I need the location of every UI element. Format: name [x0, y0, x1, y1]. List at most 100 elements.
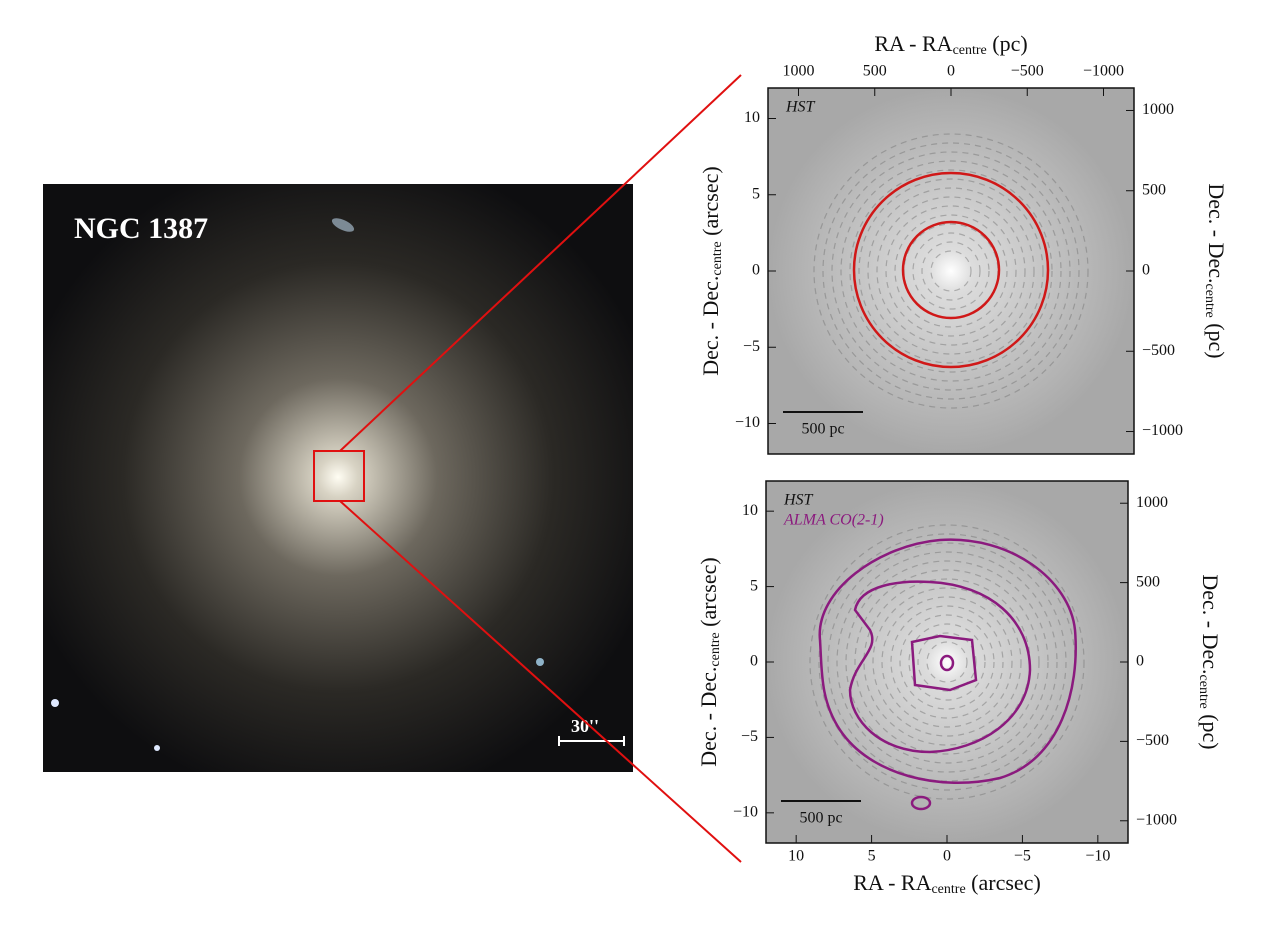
- scale-bar-label: 500 pc: [799, 810, 842, 827]
- tick-label: 5: [750, 577, 758, 594]
- texture: [854, 569, 1040, 755]
- texture: [845, 560, 1049, 764]
- co-contour: [939, 654, 955, 672]
- tick-label: −10: [1085, 848, 1110, 865]
- tick-label: −10: [733, 804, 758, 821]
- axis-label: Dec. - Dec.centre (arcsec): [698, 166, 725, 375]
- scale-bar-label: 30'': [571, 716, 599, 736]
- tick-label: 0: [752, 262, 760, 279]
- tick-label: 500: [1142, 181, 1166, 198]
- panel-image: [768, 88, 1134, 454]
- axis-label: Dec. - Dec.centre (pc): [1202, 183, 1229, 358]
- tick-label: −1000: [1136, 811, 1177, 828]
- co-contour: [910, 634, 978, 692]
- texture: [912, 232, 990, 310]
- background-galaxy: [331, 218, 355, 232]
- texture: [876, 196, 1026, 346]
- tick-label: 0: [943, 848, 951, 865]
- label-unit: (arcsec): [966, 870, 1041, 895]
- texture: [827, 542, 1067, 782]
- tick-label: 1000: [1136, 494, 1168, 511]
- texture: [930, 250, 972, 292]
- label-unit: (arcsec): [698, 166, 723, 241]
- axis-label: RA - RAcentre (arcsec): [853, 870, 1041, 897]
- tick-label: 10: [742, 502, 758, 519]
- label-sub: centre: [953, 43, 987, 58]
- texture: [917, 632, 977, 692]
- zoom-line: [339, 500, 742, 863]
- texture: [899, 614, 995, 710]
- annotation: HST: [785, 99, 816, 116]
- texture: [867, 187, 1035, 355]
- star: [536, 658, 544, 666]
- texture: [813, 133, 1089, 409]
- ring: [852, 171, 1050, 369]
- label-main: RA - RA: [853, 870, 931, 895]
- star: [51, 699, 59, 707]
- label-sub: centre: [710, 241, 725, 275]
- label-unit: (pc): [1204, 318, 1229, 359]
- tick-label: 500: [863, 63, 887, 80]
- texture: [926, 641, 968, 683]
- tick-label: −1000: [1142, 422, 1183, 439]
- co-contour: [818, 538, 1077, 785]
- texture: [881, 596, 1013, 728]
- texture: [872, 587, 1022, 737]
- texture: [809, 524, 1085, 800]
- texture: [831, 151, 1071, 391]
- scale-bar-label: 500 pc: [801, 421, 844, 438]
- tick-label: 500: [1136, 573, 1160, 590]
- zoom-line: [339, 74, 742, 452]
- label-main: RA - RA: [874, 31, 952, 56]
- galaxy-image: [43, 184, 633, 772]
- ring: [901, 220, 1001, 320]
- tick-label: −1000: [1083, 63, 1124, 80]
- annotation: HST: [783, 492, 814, 509]
- texture: [890, 605, 1004, 719]
- tick-label: 1000: [1142, 101, 1174, 118]
- label-main: Dec. - Dec.: [698, 276, 723, 376]
- tick-label: 0: [1142, 262, 1150, 279]
- texture: [921, 241, 981, 301]
- texture: [908, 623, 986, 701]
- texture: [822, 142, 1080, 400]
- image-label: NGC 1387: [74, 212, 208, 245]
- texture: [849, 169, 1053, 373]
- tick-label: 5: [752, 185, 760, 202]
- axis-label: RA - RAcentre (pc): [874, 31, 1027, 58]
- tick-label: −10: [735, 414, 760, 431]
- tick-label: −500: [1142, 342, 1175, 359]
- annotation: ALMA CO(2-1): [783, 512, 884, 529]
- axis-label: Dec. - Dec.centre (pc): [1196, 574, 1223, 749]
- tick-label: −5: [743, 338, 760, 355]
- tick-label: 10: [788, 848, 804, 865]
- texture: [885, 205, 1017, 337]
- label-sub: centre: [1202, 284, 1217, 318]
- texture: [858, 178, 1044, 364]
- label-sub: centre: [1196, 675, 1211, 709]
- label-main: Dec. - Dec.: [696, 667, 721, 767]
- co-contour: [848, 580, 1032, 754]
- tick-label: −500: [1011, 63, 1044, 80]
- tick-label: 0: [947, 63, 955, 80]
- tick-label: 0: [750, 653, 758, 670]
- tick-label: 0: [1136, 653, 1144, 670]
- label-sub: centre: [708, 632, 723, 666]
- zoom-box: [313, 450, 365, 502]
- tick-label: −5: [1014, 848, 1031, 865]
- tick-label: −500: [1136, 732, 1169, 749]
- label-unit: (pc): [987, 31, 1028, 56]
- label-main: Dec. - Dec.: [1198, 574, 1223, 674]
- texture: [840, 160, 1062, 382]
- star: [154, 745, 160, 751]
- co-contour: [910, 795, 932, 811]
- label-sub: centre: [931, 882, 965, 897]
- texture: [836, 551, 1058, 773]
- tick-label: −5: [741, 728, 758, 745]
- tick-label: 5: [868, 848, 876, 865]
- label-unit: (arcsec): [696, 557, 721, 632]
- tick-label: 10: [744, 109, 760, 126]
- axis-label: Dec. - Dec.centre (arcsec): [696, 557, 723, 766]
- texture: [894, 214, 1008, 328]
